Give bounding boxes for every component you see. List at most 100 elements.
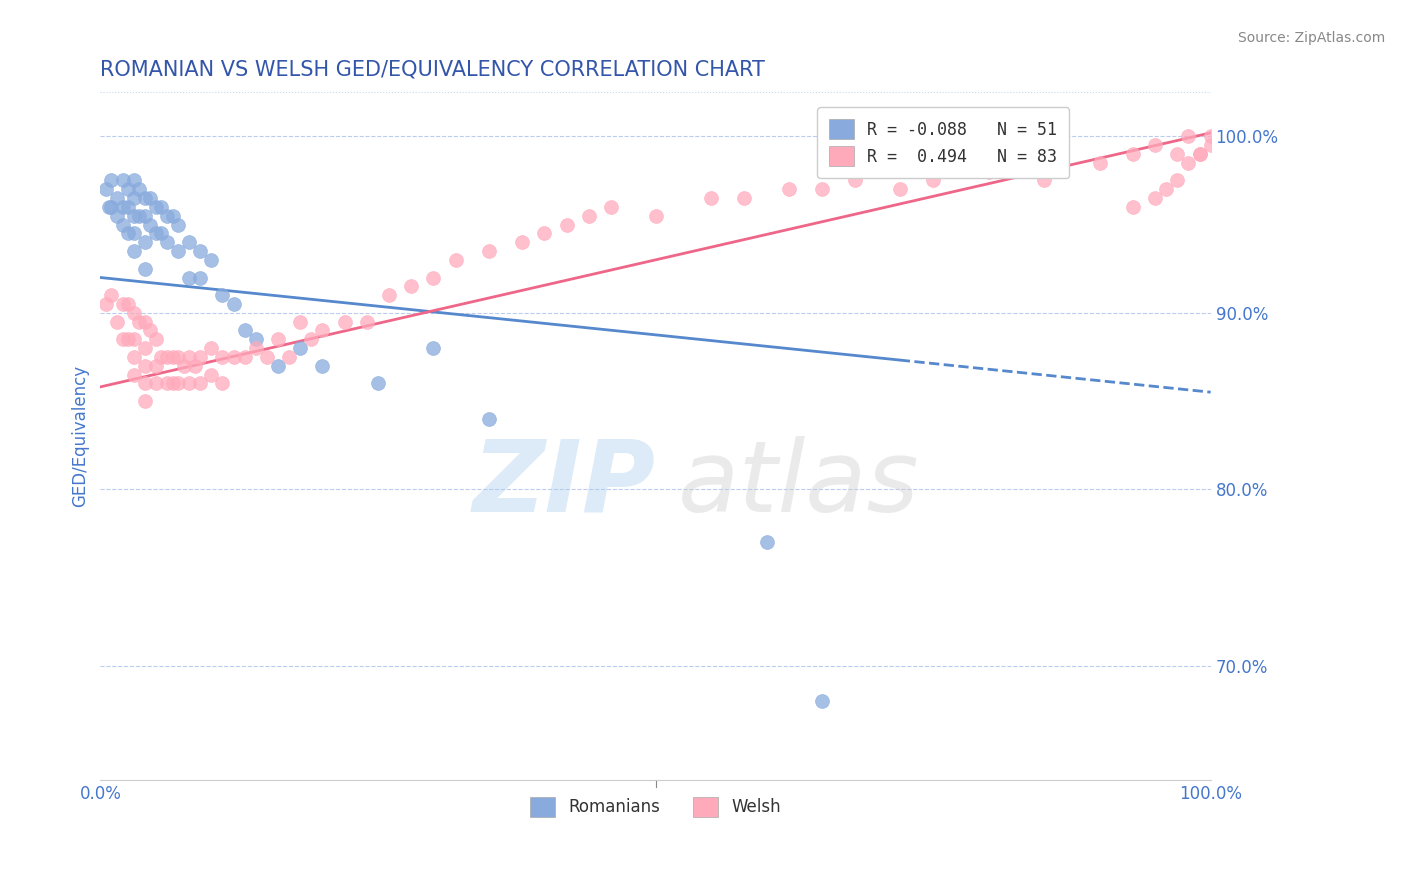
Point [733,191,755,205]
Point [600,200,623,214]
Point [134,341,156,355]
Point [98,200,121,214]
Point [222,297,245,311]
Point [111,173,134,187]
Point [778,182,800,196]
Point [134,359,156,373]
Point [278,350,301,364]
Point [167,350,190,364]
Text: ROMANIAN VS WELSH GED/EQUIVALENCY CORRELATION CHART: ROMANIAN VS WELSH GED/EQUIVALENCY CORREL… [100,60,765,79]
Point [167,218,190,232]
Point [179,270,201,285]
Point [245,341,267,355]
Point [122,306,145,320]
Point [139,323,162,337]
Point [1188,147,1211,161]
Point [1033,173,1056,187]
Point [117,297,139,311]
Point [117,332,139,346]
Point [188,270,211,285]
Point [700,191,723,205]
Point [290,315,312,329]
Point [128,315,150,329]
Point [200,368,222,382]
Point [200,341,222,355]
Point [422,341,444,355]
Point [233,323,256,337]
Point [128,209,150,223]
Point [211,376,233,391]
Point [267,359,290,373]
Point [117,227,139,241]
Point [156,350,179,364]
Text: ZIP: ZIP [472,436,655,533]
Point [145,227,167,241]
Point [1144,138,1167,153]
Point [122,244,145,258]
Point [179,350,201,364]
Point [105,209,128,223]
Point [134,209,156,223]
Point [122,191,145,205]
Point [644,209,666,223]
Point [555,218,578,232]
Point [533,227,555,241]
Point [122,227,145,241]
Point [1199,138,1222,153]
Point [122,332,145,346]
Point [134,191,156,205]
Point [183,359,205,373]
Point [811,694,834,708]
Point [162,209,184,223]
Point [256,350,278,364]
Point [267,332,290,346]
Point [245,332,267,346]
Point [422,270,444,285]
Point [299,332,322,346]
Point [211,288,233,302]
Point [150,227,173,241]
Point [578,209,600,223]
Point [977,164,1000,178]
Point [117,182,139,196]
Point [150,350,173,364]
Point [755,535,778,549]
Point [145,376,167,391]
Point [188,244,211,258]
Point [1177,129,1199,144]
Point [311,323,333,337]
Point [100,288,122,302]
Point [134,261,156,276]
Point [145,332,167,346]
Point [134,315,156,329]
Point [134,235,156,250]
Point [478,411,501,425]
Point [122,368,145,382]
Point [200,252,222,267]
Point [1166,173,1188,187]
Point [162,350,184,364]
Point [378,288,401,302]
Point [1177,156,1199,170]
Point [478,244,501,258]
Text: Source: ZipAtlas.com: Source: ZipAtlas.com [1237,31,1385,45]
Point [1122,147,1144,161]
Point [111,218,134,232]
Point [1122,200,1144,214]
Point [222,350,245,364]
Point [111,200,134,214]
Y-axis label: GED/Equivalency: GED/Equivalency [72,365,89,508]
Point [233,350,256,364]
Point [156,209,179,223]
Point [1144,191,1167,205]
Point [399,279,422,293]
Point [111,332,134,346]
Legend: Romanians, Welsh: Romanians, Welsh [523,790,787,823]
Point [139,191,162,205]
Point [290,341,312,355]
Point [188,350,211,364]
Point [173,359,195,373]
Point [179,376,201,391]
Point [356,315,378,329]
Point [844,173,866,187]
